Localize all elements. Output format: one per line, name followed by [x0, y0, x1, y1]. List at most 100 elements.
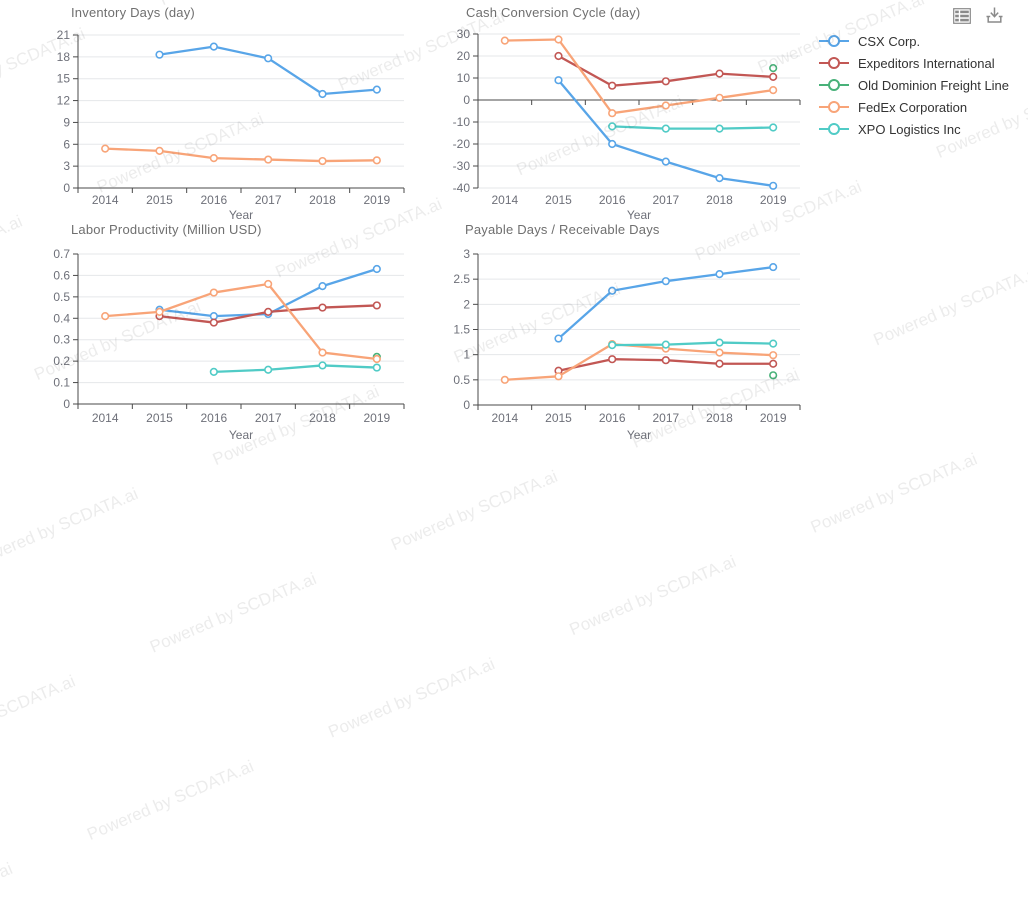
data-point-marker [608, 341, 617, 350]
watermark-text: Powered by SCDATA.ai [325, 654, 498, 742]
data-point-marker [661, 77, 670, 86]
chart-title-labor-productivity: Labor Productivity (Million USD) [71, 222, 262, 237]
chart-title-payable-receivable-days: Payable Days / Receivable Days [465, 222, 660, 237]
chart-labor-productivity: 0 0.1 0.2 0.3 0.4 0.5 0.6 0.7 2014 2015 2016 2017 20… [53, 247, 405, 442]
data-point-marker [264, 279, 273, 289]
data-point-marker [209, 312, 218, 321]
data-point-marker [318, 282, 327, 291]
watermark-text: Powered by SCDATA.ai [0, 484, 141, 572]
watermark-text: Powered by SCDATA.ai [0, 858, 16, 904]
data-view-icon-glyph [953, 7, 971, 24]
data-point-marker [554, 372, 563, 381]
toolbox [952, 5, 1004, 26]
watermark-text: Powered by SCDATA.ai [388, 466, 561, 555]
y-axis-label: 2.5 [453, 272, 470, 286]
data-point-marker [318, 361, 327, 370]
legend-item-expeditors-international[interactable]: Expeditors International [819, 52, 1009, 74]
legend-item-xpo-logistics-inc[interactable]: XPO Logistics Inc [819, 118, 1009, 140]
data-point-marker [715, 270, 724, 279]
series-line [503, 342, 775, 381]
data-point-marker [715, 124, 724, 133]
series-line [611, 125, 775, 130]
chart-title-cash-conversion-cycle: Cash Conversion Cycle (day) [466, 5, 641, 20]
legend-label: XPO Logistics Inc [858, 121, 961, 137]
x-axis-label: 2016 [200, 193, 227, 207]
legend-item-fedex-corporation[interactable]: FedEx Corporation [819, 96, 1009, 118]
data-point-marker [500, 375, 509, 384]
download-icon[interactable] [984, 5, 1004, 26]
x-axis-label: 2018 [309, 193, 336, 207]
y-axis-label: 2 [463, 297, 470, 311]
legend-label: CSX Corp. [858, 33, 921, 49]
data-point-marker [372, 85, 381, 94]
data-point-marker [318, 89, 327, 99]
data-point-marker [715, 69, 724, 78]
data-point-marker [769, 339, 778, 348]
data-point-marker [372, 156, 381, 165]
legend-marker-circle [828, 57, 840, 69]
download-icon-glyph [986, 7, 1002, 23]
data-point-marker [661, 277, 670, 286]
data-point-marker [209, 154, 218, 163]
x-axis-label: 2016 [599, 411, 626, 425]
data-point-marker [372, 363, 381, 372]
y-axis-label: 0.7 [53, 247, 70, 261]
y-axis-label: 1 [463, 348, 470, 362]
data-point-marker [155, 50, 164, 59]
x-axis-label: 2014 [491, 411, 518, 425]
legend: CSX Corp. Expeditors International Old Dom… [819, 30, 1009, 140]
watermark-text: Powered by SCDATA.ai [566, 551, 739, 640]
y-axis-label: 0.2 [53, 354, 70, 368]
data-point-marker [661, 124, 670, 133]
y-axis-label: 0.5 [453, 373, 470, 387]
data-point-marker [608, 81, 617, 90]
legend-marker [819, 35, 849, 47]
x-axis-name: Year [627, 208, 651, 222]
watermark-text: Powered by SCDATA.ai [0, 671, 79, 758]
data-point-marker [264, 54, 273, 63]
legend-marker-circle [828, 123, 840, 135]
data-point-marker [554, 35, 563, 44]
y-axis-label: 3 [63, 159, 70, 173]
data-point-marker [715, 348, 724, 357]
series-line [158, 45, 378, 96]
series-line [104, 147, 378, 163]
x-axis-label: 2018 [706, 411, 733, 425]
data-point-marker [769, 181, 778, 190]
data-point-marker [209, 318, 218, 327]
legend-item-old-dominion-freight-line[interactable]: Old Dominion Freight Line [819, 74, 1009, 96]
data-point-marker [372, 354, 381, 364]
x-axis-name: Year [229, 428, 253, 442]
series-line [503, 38, 775, 115]
data-point-marker [769, 359, 778, 368]
data-point-marker [209, 288, 218, 297]
x-axis-label: 2016 [200, 411, 227, 425]
x-axis-label: 2015 [545, 411, 572, 425]
y-axis-label: 20 [457, 49, 471, 63]
y-axis-label: 10 [457, 71, 471, 85]
data-point-marker [264, 155, 273, 164]
data-point-marker [101, 312, 110, 321]
legend-label: Expeditors International [858, 55, 995, 71]
data-point-marker [209, 367, 218, 376]
y-axis-label: 0.1 [53, 376, 70, 390]
x-axis-label: 2017 [255, 411, 282, 425]
data-point-marker [318, 156, 327, 166]
chart-payable-receivable-days: 0 0.5 1 1.5 2 2.5 3 2014 2015 2016 2017 2018 2019 Yea… [453, 247, 801, 442]
x-axis-name: Year [229, 208, 253, 222]
x-axis-label: 2019 [363, 411, 390, 425]
watermark-text: Powered by SCDATA.ai [84, 756, 257, 844]
y-axis-label: 30 [457, 27, 471, 41]
data-view-icon[interactable] [952, 5, 972, 26]
x-axis-label: 2014 [92, 411, 119, 425]
data-point-marker [769, 351, 778, 360]
x-axis-name: Year [627, 428, 651, 442]
data-point-marker [715, 359, 724, 368]
legend-item-csx-corp[interactable]: CSX Corp. [819, 30, 1009, 52]
y-axis-label: 1.5 [453, 323, 470, 337]
data-point-marker [554, 76, 563, 85]
data-point-marker [209, 42, 218, 51]
data-point-marker [661, 157, 670, 166]
data-point-marker [661, 340, 670, 349]
